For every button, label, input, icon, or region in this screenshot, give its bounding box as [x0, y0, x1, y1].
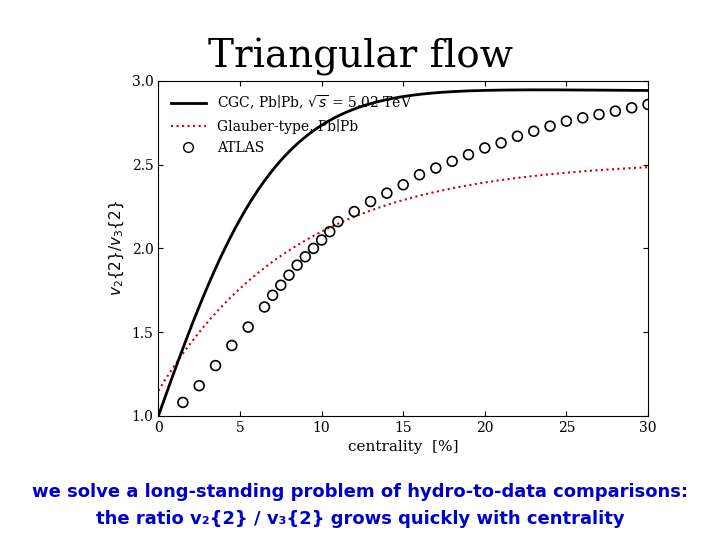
Point: [528, 127, 539, 136]
Point: [577, 113, 588, 122]
Point: [292, 261, 303, 269]
Point: [642, 100, 654, 109]
Point: [593, 110, 605, 119]
Point: [177, 398, 189, 407]
Point: [258, 302, 270, 311]
Point: [512, 132, 523, 140]
Point: [397, 180, 409, 189]
Point: [307, 244, 319, 253]
Point: [544, 122, 556, 131]
Text: Triangular flow: Triangular flow: [207, 38, 513, 76]
Legend: CGC, Pb∣Pb, $\sqrt{s}$ = 5.02 TeV, Glauber-type, Pb∣Pb, ATLAS: CGC, Pb∣Pb, $\sqrt{s}$ = 5.02 TeV, Glaub…: [166, 88, 418, 160]
Text: we solve a long-standing problem of hydro-to-data comparisons:
the ratio v₂{2} /: we solve a long-standing problem of hydr…: [32, 483, 688, 528]
Point: [430, 164, 441, 172]
Point: [332, 217, 343, 226]
Point: [446, 157, 458, 166]
Point: [226, 341, 238, 350]
Point: [275, 281, 287, 289]
Point: [626, 104, 637, 112]
Y-axis label: $v_2\{2\}/v_3\{2\}$: $v_2\{2\}/v_3\{2\}$: [108, 200, 126, 296]
Point: [243, 323, 254, 332]
Point: [348, 207, 360, 216]
Point: [316, 235, 328, 244]
Point: [495, 139, 507, 147]
X-axis label: centrality  [%]: centrality [%]: [348, 440, 459, 454]
Point: [610, 107, 621, 116]
Point: [210, 361, 221, 370]
Point: [267, 291, 279, 300]
Point: [283, 271, 294, 280]
Point: [300, 252, 311, 261]
Point: [414, 171, 426, 179]
Point: [194, 381, 205, 390]
Point: [479, 144, 490, 152]
Point: [324, 227, 336, 236]
Point: [381, 189, 392, 198]
Point: [365, 197, 377, 206]
Point: [463, 150, 474, 159]
Point: [561, 117, 572, 125]
